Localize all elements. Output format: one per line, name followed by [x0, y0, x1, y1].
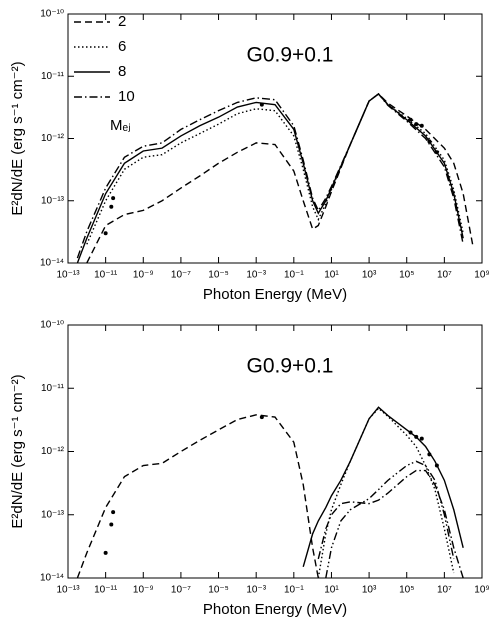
series-line: [76, 414, 319, 578]
x-tick-label: 10⁻¹³: [56, 585, 80, 596]
x-tick-label: 10⁻⁹: [133, 585, 154, 596]
x-tick-label: 10⁹: [474, 585, 489, 596]
data-point: [408, 117, 413, 122]
data-point: [434, 150, 439, 155]
y-axis-label: E²dN/dE (erg s⁻¹ cm⁻²): [9, 374, 26, 528]
x-tick-label: 10⁻¹¹: [94, 585, 118, 596]
x-tick-label: 10³: [362, 585, 377, 596]
y-tick-label: 10⁻¹³: [41, 195, 65, 206]
y-tick-label: 10⁻¹⁴: [40, 573, 64, 584]
x-tick-label: 10⁻³: [246, 270, 266, 281]
x-tick-label: 10⁻⁵: [208, 270, 229, 281]
series-line: [325, 460, 455, 578]
panel: 10⁻¹³ 10⁻¹¹ 10⁻⁹ 10⁻⁷ 10⁻⁵ 10⁻³ 10⁻¹ 10¹ 10³ 10⁵ 1…: [9, 9, 490, 303]
legend-label: 8: [118, 63, 126, 80]
data-point: [259, 415, 264, 420]
x-tick-label: 10⁻⁵: [208, 585, 229, 596]
data-point: [259, 102, 264, 107]
y-tick-label: 10⁻¹⁰: [40, 9, 64, 20]
data-point: [427, 452, 432, 457]
x-tick-label: 10⁻¹: [284, 270, 304, 281]
data-point: [427, 139, 432, 144]
y-tick-label: 10⁻¹⁰: [40, 320, 64, 331]
series-line: [86, 92, 464, 245]
x-axis-label: Photon Energy (MeV): [203, 601, 347, 618]
y-tick-label: 10⁻¹⁴: [40, 258, 64, 269]
data-point: [109, 204, 114, 209]
x-tick-label: 10¹: [324, 585, 339, 596]
x-tick-label: 10³: [362, 270, 377, 281]
x-tick-label: 10⁻⁷: [171, 585, 191, 596]
data-point: [419, 436, 424, 441]
plot-frame: [67, 13, 483, 264]
x-tick-label: 10⁻⁷: [171, 270, 191, 281]
y-tick-label: 10⁻¹³: [41, 509, 65, 520]
chart-title: G0.9+0.1: [247, 355, 334, 378]
panel: 10⁻¹³ 10⁻¹¹ 10⁻⁹ 10⁻⁷ 10⁻⁵ 10⁻³ 10⁻¹ 10¹ 10³ 10⁵ 1…: [9, 320, 490, 618]
x-tick-label: 10⁵: [399, 270, 414, 281]
y-tick-label: 10⁻¹²: [41, 446, 65, 457]
legend-label: 10: [118, 88, 135, 105]
series-line: [76, 92, 464, 263]
x-tick-label: 10⁵: [399, 585, 414, 596]
y-tick-label: 10⁻¹¹: [41, 71, 65, 82]
legend-label: 2: [118, 13, 126, 30]
data-point: [419, 123, 424, 128]
x-axis-label: Photon Energy (MeV): [203, 286, 347, 303]
x-tick-label: 10⁻¹³: [56, 270, 80, 281]
series-line: [86, 93, 474, 263]
series-line: [76, 92, 464, 259]
x-tick-label: 10⁷: [437, 270, 452, 281]
x-tick-label: 10⁻⁹: [133, 270, 154, 281]
x-tick-label: 10⁻³: [246, 585, 266, 596]
x-tick-label: 10⁷: [437, 585, 452, 596]
data-point: [408, 430, 413, 435]
x-tick-label: 10⁻¹: [284, 585, 304, 596]
x-tick-label: 10⁻¹¹: [94, 270, 118, 281]
plot-frame: [67, 324, 483, 579]
data-point: [111, 510, 116, 515]
data-point: [103, 550, 108, 555]
y-tick-label: 10⁻¹²: [41, 133, 65, 144]
y-axis-label: E²dN/dE (erg s⁻¹ cm⁻²): [9, 61, 26, 215]
series-line: [317, 469, 464, 578]
data-point: [414, 122, 419, 127]
series-line: [302, 406, 464, 568]
series-line: [317, 407, 455, 578]
data-point: [414, 434, 419, 439]
data-point: [109, 522, 114, 527]
data-point: [434, 463, 439, 468]
data-point: [103, 231, 108, 236]
x-tick-label: 10¹: [324, 270, 339, 281]
data-point: [111, 196, 116, 201]
y-tick-label: 10⁻¹¹: [41, 383, 65, 394]
chart-title: G0.9+0.1: [247, 44, 334, 67]
x-tick-label: 10⁹: [474, 270, 489, 281]
legend-label: 6: [118, 38, 126, 55]
legend-title: Mₑⱼ: [110, 117, 131, 134]
